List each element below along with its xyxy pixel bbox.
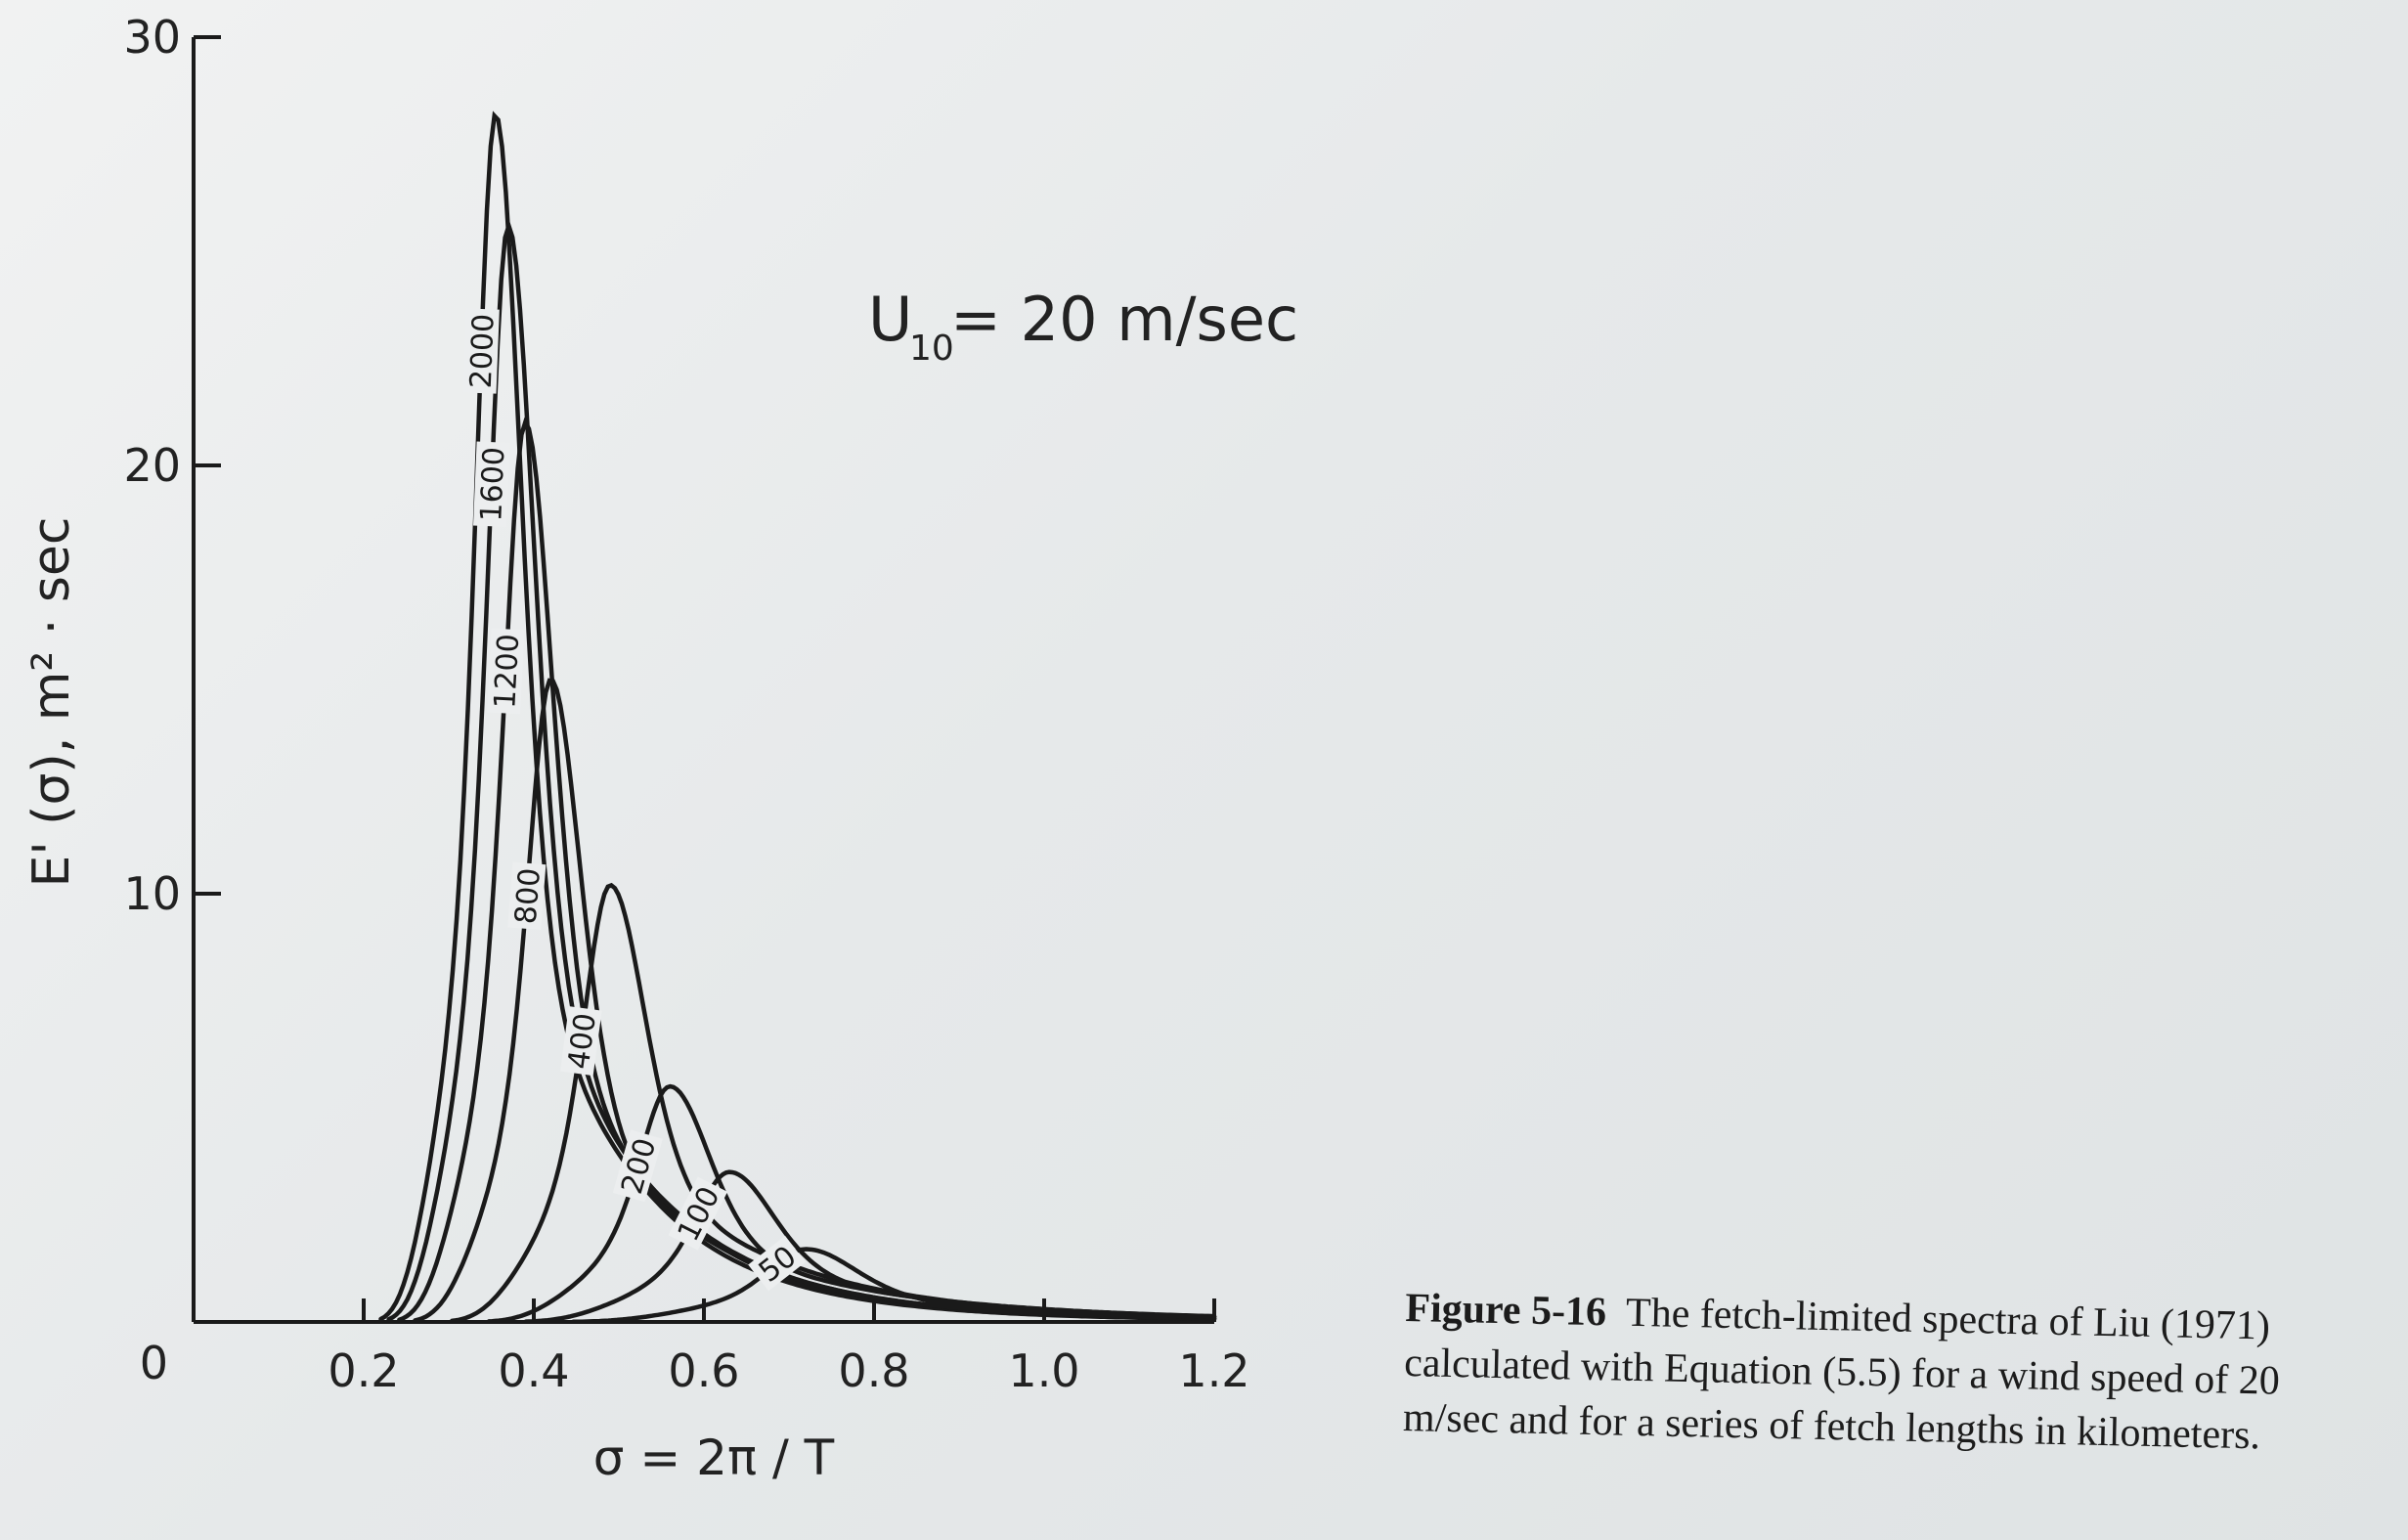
x-tick-label: 1.2: [1178, 1344, 1249, 1397]
curve-label-100: 100: [668, 1176, 728, 1251]
spectrum-curve-1600: [386, 218, 1217, 1322]
spectrum-curve-50: [571, 1247, 1217, 1325]
y-tick-label: 30: [123, 11, 181, 64]
curve-label-400: 400: [559, 1006, 603, 1077]
svg-text:= 20 m/sec: = 20 m/sec: [950, 284, 1298, 355]
curve-label-text: 2000: [464, 313, 502, 389]
y-tick-label: 0: [140, 1337, 168, 1389]
y-tick-label: 10: [123, 867, 181, 920]
x-tick-label: 0.2: [328, 1344, 399, 1397]
figure-label: Figure 5-16: [1404, 1285, 1607, 1336]
y-tick-label: 20: [123, 439, 181, 492]
x-axis-label: σ = 2π / T: [593, 1430, 835, 1486]
x-tick-label: 1.0: [1008, 1344, 1079, 1397]
curve-label-2000: 2000: [462, 308, 502, 394]
curve-label-1600: 1600: [473, 441, 511, 527]
y-axis-label: E' (σ), m² · sec: [22, 516, 81, 887]
svg-text:10: 10: [909, 329, 954, 369]
curve-label-text: 1200: [488, 633, 526, 709]
curve-label-text: 1600: [474, 446, 511, 522]
wind-speed-annotation: U 10 = 20 m/sec: [868, 284, 1298, 369]
figure-caption: Figure 5-16 The fetch-limited spectra of …: [1402, 1281, 2383, 1466]
x-tick-label: 0.8: [838, 1344, 909, 1397]
curve-label-text: 400: [562, 1011, 603, 1071]
curve-label-800: 800: [507, 861, 547, 931]
spectrum-curve-800: [413, 678, 1217, 1323]
x-tick-label: 0.6: [668, 1344, 739, 1397]
x-tick-label: 0.4: [498, 1344, 569, 1397]
curve-label-text: 800: [509, 867, 547, 926]
curve-label-1200: 1200: [487, 628, 526, 715]
axes: 0 10 20 30 0.2 0.4 0.6 0.8 1.0 1.2: [123, 11, 1249, 1397]
svg-text:U: U: [868, 284, 912, 355]
